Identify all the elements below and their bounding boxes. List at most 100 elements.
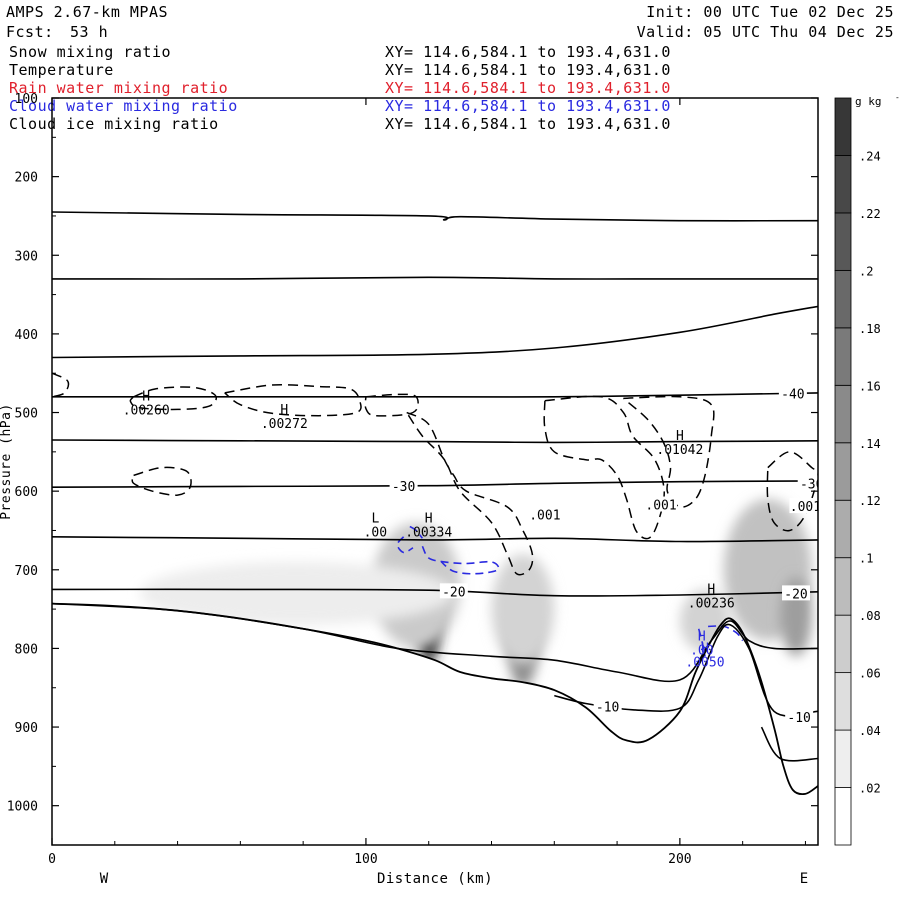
temperature-label-4: -40 — [781, 387, 804, 402]
colorbar-tick-label-3: .06 — [859, 667, 881, 681]
dashed-contour-1 — [129, 386, 217, 411]
colorbar-tick-label-5: .1 — [859, 552, 873, 566]
temperature-label-10: -10 — [596, 700, 619, 715]
colorbar-tick-label-6: .12 — [859, 494, 881, 508]
colorbar-bin-9 — [834, 327, 852, 386]
colorbar-bin-3 — [834, 672, 852, 731]
colorbar-bin-8 — [834, 384, 852, 444]
temperature-side-label-bg-1 — [797, 475, 818, 491]
dashed-contour-9 — [766, 451, 818, 532]
forecast-label: Fcst: — [6, 23, 54, 41]
temperature-contour-8 — [52, 588, 818, 597]
extremum-value-3: .01042 — [656, 443, 703, 458]
dashed-contour-6 — [52, 372, 70, 398]
extremum-mark-4: L — [371, 512, 379, 527]
colorbar-bin-13 — [834, 97, 852, 156]
plot-area: -40-30-20-10-30-20-10.001.001.001H.00260… — [52, 211, 823, 845]
colorbar-tick-label-4: .08 — [859, 609, 881, 623]
cloud-water-contour-2 — [421, 545, 500, 575]
colorbar-tick-label-9: .18 — [859, 322, 881, 336]
colorbar-bin-6 — [834, 499, 852, 559]
temperature-contour-7 — [52, 536, 818, 543]
temperature-contour-6 — [52, 480, 818, 488]
field-name-2: Temperature — [9, 61, 114, 79]
extremum-mark-2: H — [280, 403, 288, 418]
extremum-value-1: .00260 — [123, 404, 170, 419]
temperature-side-label-bg-2 — [782, 585, 811, 601]
colorbar-bin-12 — [834, 155, 852, 214]
y-tick-label-900: 900 — [15, 721, 38, 736]
x-tick-label-0: 0 — [48, 852, 56, 867]
y-tick-label-1000: 1000 — [7, 800, 38, 815]
extremum-value-6: .00236 — [688, 596, 735, 611]
below-terrain-mask — [52, 603, 818, 845]
y-axis-label: Pressure (hPa) — [0, 403, 14, 520]
shading-blob-3 — [491, 554, 555, 665]
y-tick-label-300: 300 — [15, 249, 38, 264]
extremum-value-2: .00272 — [261, 417, 308, 432]
colorbar-bin-7 — [834, 442, 852, 501]
field-range-3: XY= 114.6,584.1 to 193.4,631.0 — [385, 79, 671, 97]
colorbar-tick-label-7: .14 — [859, 437, 881, 451]
temperature-side-label-bg-3 — [785, 708, 814, 724]
y-tick-label-700: 700 — [15, 564, 38, 579]
shading-blob-5 — [139, 561, 454, 625]
temperature-contour-3 — [52, 305, 818, 359]
x-tick-label-100: 100 — [354, 852, 377, 867]
init-time: Init: 00 UTC Tue 02 Dec 25 — [646, 3, 894, 21]
temperature-side-label-1: -30 — [800, 477, 823, 492]
extremum-mark-3: H — [676, 429, 684, 444]
temperature-side-label-3: -10 — [787, 711, 810, 726]
temperature-contour-11 — [760, 726, 818, 762]
cloud-water-contour-5 — [708, 625, 744, 642]
forecast-value: 53 h — [70, 23, 109, 41]
colorbar-bin-2 — [834, 729, 852, 788]
model-title: AMPS 2.67-km MPAS — [6, 3, 169, 21]
temperature-side-label-2: -20 — [784, 587, 807, 602]
colorbar-tick-label-8: .16 — [859, 379, 881, 393]
colorbar-bin-10 — [834, 269, 852, 329]
x-tick-label-200: 200 — [668, 852, 691, 867]
field-name-4: Cloud water mixing ratio — [9, 97, 238, 115]
extremum-mark-1: H — [142, 390, 150, 405]
valid-time: Valid: 05 UTC Thu 04 Dec 25 — [636, 23, 894, 41]
field-name-3: Rain water mixing ratio — [9, 79, 228, 97]
dashed-contour-4 — [131, 466, 192, 496]
colorbar-bin-11 — [834, 212, 852, 271]
temperature-label-bg-10 — [593, 698, 622, 714]
dashed-contour-label-1: .001 — [529, 509, 560, 524]
extremum-mark-5: H — [425, 512, 433, 527]
y-tick-label-800: 800 — [15, 642, 38, 657]
field-range-4: XY= 114.6,584.1 to 193.4,631.0 — [385, 97, 671, 115]
extremum-mark-7: H — [698, 629, 706, 644]
field-name-5: Cloud ice mixing ratio — [9, 115, 219, 133]
temperature-label-6: -30 — [392, 480, 415, 495]
x-axis-label: Distance (km) — [377, 871, 493, 887]
dashed-contour-label-2: .001 — [645, 499, 676, 514]
terrain-line — [52, 602, 818, 796]
plot-frame — [51, 97, 819, 846]
temperature-contour-5 — [52, 439, 818, 444]
dashed-contour-3 — [364, 393, 419, 417]
colorbar-tick-label-1: .02 — [859, 782, 881, 796]
cloud-water-contour-3 — [409, 525, 424, 539]
field-range-5: XY= 114.6,584.1 to 193.4,631.0 — [385, 115, 671, 133]
y-tick-label-100: 100 — [15, 92, 38, 107]
dashed-contour-7 — [543, 395, 665, 540]
y-tick-label-400: 400 — [15, 328, 38, 343]
temperature-label-bg-8 — [439, 583, 468, 599]
extremum-value-7: .00 — [690, 643, 713, 658]
dashed-contour-label-3: .001 — [790, 500, 821, 515]
dashed-label-bg-3 — [789, 498, 818, 514]
colorbar-tick-label-10: .2 — [859, 264, 873, 278]
colorbar-tick-label-2: .04 — [859, 724, 881, 738]
colorbar-tick-label-12: .24 — [859, 149, 881, 163]
cloud-water-contour-4 — [697, 628, 706, 657]
extremum-mark-6: H — [707, 582, 715, 597]
extremum-value-8: .0050 — [685, 655, 724, 670]
dashed-label-bg-2 — [645, 496, 678, 512]
x-end-label-east: E — [800, 871, 808, 887]
colorbar-bin-4 — [834, 614, 852, 674]
temperature-contour-2 — [52, 276, 818, 280]
